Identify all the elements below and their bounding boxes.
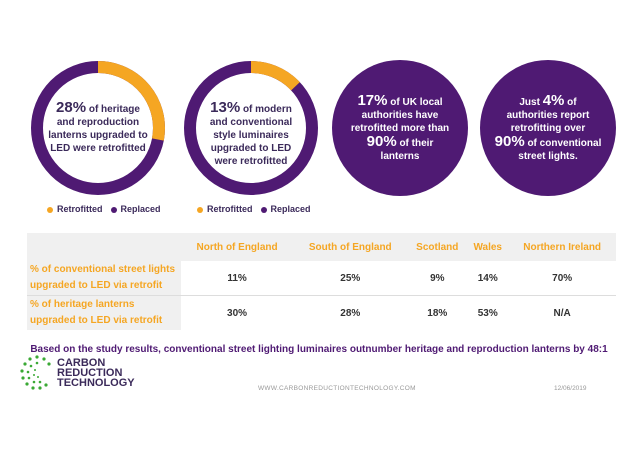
- table-header-northern-ireland: Northern Ireland: [508, 233, 616, 261]
- stat2-percent: 4%: [542, 91, 565, 109]
- logo-line3: TECHNOLOGY: [57, 377, 135, 389]
- stat2-line2: authorities report: [506, 109, 590, 121]
- donut-heritage-line4: LED were retrofitted: [50, 143, 146, 154]
- summary-text: Based on the study results, conventional…: [30, 344, 608, 355]
- footer-url[interactable]: WWW.CARBONREDUCTIONTECHNOLOGY.COM: [258, 385, 416, 392]
- footer-date: 12/06/2019: [554, 385, 587, 392]
- regional-data-table: North of England South of England Scotla…: [27, 233, 616, 330]
- table-cell: 28%: [340, 307, 361, 319]
- table-row-label: % of conventional street lights upgraded…: [27, 261, 181, 296]
- table-row: % of heritage lanterns upgraded to LED v…: [27, 295, 616, 330]
- table-row-label: % of heritage lanterns upgraded to LED v…: [27, 295, 181, 330]
- table-header-south-england: South of England: [293, 233, 408, 261]
- legend-dot-replaced-icon: [110, 206, 117, 213]
- legend-dot-retrofitted-icon: [47, 206, 53, 213]
- table-cell: 11%: [181, 261, 294, 296]
- stat2-line5: street lights.: [518, 150, 578, 162]
- legend-label-replaced: Replaced: [270, 204, 311, 214]
- donut-chart-conventional: [184, 61, 318, 195]
- legend-item-replaced: Replaced: [260, 204, 311, 214]
- table-header-row: North of England South of England Scotla…: [27, 233, 616, 261]
- donut-conventional-line1: of modern: [242, 104, 292, 115]
- donut-conventional-line4: upgraded to LED: [210, 143, 292, 154]
- legend-label-replaced: Replaced: [120, 204, 161, 214]
- table-cell: N/A: [553, 307, 571, 319]
- legend-item-retrofitted: Retrofitted: [47, 204, 103, 214]
- donut-chart-heritage: [31, 61, 165, 195]
- donut-heritage-line1: of heritage: [88, 104, 140, 115]
- stat1-percent2: 90%: [366, 132, 397, 150]
- donut-heritage-percent: 28%: [56, 99, 87, 116]
- stat2-line4: of conventional: [527, 137, 602, 149]
- legend-item-replaced: Replaced: [110, 204, 161, 214]
- stat1-line4: of their: [399, 137, 434, 149]
- legend-dot-replaced-icon: [260, 206, 267, 213]
- donut-conventional-retrofitted-arc: [184, 61, 318, 195]
- donut-heritage-label: 28% of heritage and reproduction lantern…: [40, 99, 156, 155]
- legend-dot-retrofitted-icon: [197, 206, 203, 213]
- stat-circle-conventional: Just 4% of authorities report retrofitti…: [480, 60, 616, 196]
- donut-conventional-percent: 13%: [210, 99, 241, 116]
- legend-item-retrofitted: Retrofitted: [197, 204, 253, 214]
- donut-heritage-line3: lanterns upgraded to: [48, 130, 148, 141]
- table-cell: 25%: [293, 261, 408, 296]
- stat1-line5: lanterns: [380, 150, 420, 162]
- stat1-line3: retrofitted more than: [350, 122, 450, 134]
- stat2-prefix: Just: [519, 96, 540, 108]
- donut-heritage-line2: and reproduction: [56, 117, 140, 128]
- table-cell: 30%: [227, 307, 248, 319]
- legend-label-retrofitted: Retrofitted: [207, 204, 253, 214]
- stat1-percent: 17%: [357, 91, 388, 109]
- table-cell: 53%: [477, 307, 498, 319]
- donut-conventional-label: 13% of modern and conventional style lum…: [193, 99, 309, 168]
- stat2-line3: retrofitting over: [510, 122, 586, 134]
- stat1-line1: of UK local: [390, 96, 443, 108]
- table-header-north-england: North of England: [181, 233, 294, 261]
- legend-donut-conventional: Retrofitted Replaced: [197, 204, 311, 214]
- logo-wordmark: CARBON REDUCTION TECHNOLOGY: [57, 357, 135, 389]
- stat-circle-local-authorities: 17% of UK local authorities have retrofi…: [332, 60, 468, 196]
- donut-heritage-retrofitted-arc: [31, 61, 165, 195]
- donut-conventional-line5: were retrofitted: [214, 156, 288, 167]
- table-row: % of conventional street lights upgraded…: [27, 261, 616, 296]
- stat2-percent2: 90%: [494, 132, 525, 150]
- legend-donut-heritage: Retrofitted Replaced: [47, 204, 161, 214]
- stat2-line1: of: [567, 96, 577, 108]
- table-header-scotland: Scotland: [407, 233, 468, 261]
- table-header-wales: Wales: [467, 233, 509, 261]
- table-cell: 9%: [407, 261, 468, 296]
- donut-conventional-line3: style luminaires: [213, 130, 289, 141]
- logo-line1: CARBON: [57, 357, 106, 369]
- donut-conventional-line2: and conventional: [209, 117, 293, 128]
- legend-label-retrofitted: Retrofitted: [57, 204, 103, 214]
- logo-line2: REDUCTION: [57, 367, 123, 379]
- table-cell: 14%: [467, 261, 509, 296]
- table-corner-cell: [27, 233, 181, 261]
- table-cell: 18%: [427, 307, 448, 319]
- carbon-reduction-logo-icon: [20, 355, 51, 390]
- table-cell: 70%: [508, 261, 616, 296]
- stat1-line2: authorities have: [361, 109, 439, 121]
